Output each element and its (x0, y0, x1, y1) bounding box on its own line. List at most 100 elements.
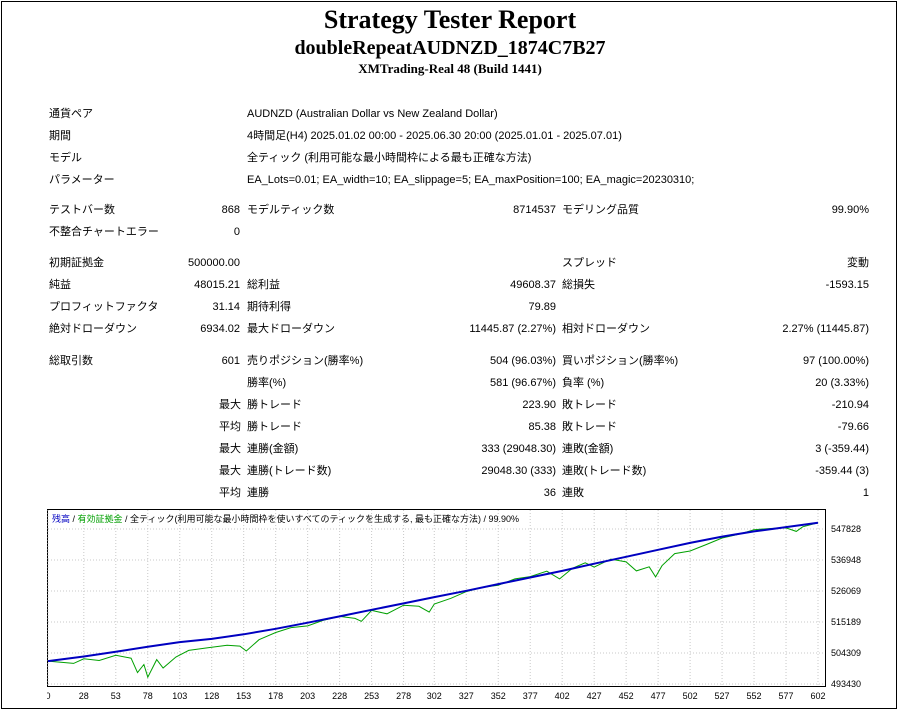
legend-balance: 残高 (52, 514, 71, 524)
spread-value: 変動 (847, 257, 869, 269)
y-tick-label: 536948 (831, 555, 861, 565)
largest-loss-label: 敗トレード (562, 399, 617, 411)
period-label: 期間 (49, 130, 71, 142)
y-tick-label: 493430 (831, 679, 861, 689)
x-tick-label: 552 (747, 691, 762, 701)
profit-factor-label: プロフィットファクタ (49, 301, 159, 313)
x-tick-label: 28 (79, 691, 89, 701)
max-consec-wins-money-value: 333 (29048.30) (481, 443, 556, 455)
x-tick-label: 502 (683, 691, 698, 701)
symbol-label: 通貨ペア (49, 108, 93, 120)
expected-payoff-label: 期待利得 (247, 301, 291, 313)
equity-line (47, 522, 819, 679)
win-rate-value: 581 (96.67%) (489, 377, 556, 389)
average-prefix: 平均 (219, 421, 241, 433)
x-tick-label: 0 (47, 691, 51, 701)
x-tick-label: 352 (491, 691, 506, 701)
avg-consec-losses-value: 1 (862, 487, 869, 499)
chart-legend: 残高 / 有効証拠金 / 全ティック(利用可能な最小時間枠を使いすべてのティック… (52, 512, 519, 525)
server-name: XMTrading-Real 48 (Build 1441) (358, 61, 542, 76)
total-trades-value: 601 (221, 355, 240, 367)
y-tick-label: 504309 (831, 648, 861, 658)
test-bars-value: 868 (221, 204, 240, 216)
model-value: 全ティック (利用可能な最小時間枠による最も正確な方法) (247, 152, 532, 164)
x-tick-label: 278 (396, 691, 411, 701)
legend-sep: / (70, 514, 78, 524)
long-positions-value: 97 (100.00%) (802, 355, 869, 367)
initial-deposit-value: 500000.00 (188, 257, 240, 269)
x-tick-label: 427 (587, 691, 602, 701)
balance-chart: 0 28 53 78 103 128 153 178 203 228 253 278 302 327 352… (47, 509, 861, 701)
net-profit-value: 48015.21 (194, 279, 240, 291)
y-axis: 547828 536948 526069 515189 504309 493430 (831, 524, 861, 689)
ea-name: doubleRepeatAUDNZD_1874C7B27 (294, 37, 606, 59)
plot-area (47, 509, 826, 687)
parameters-value: EA_Lots=0.01; EA_width=10; EA_slippage=5… (247, 174, 695, 186)
balance-line (47, 521, 819, 663)
x-tick-label: 228 (332, 691, 347, 701)
loss-rate-label: 負率 (%) (562, 377, 605, 389)
model-quality-label: モデリング品質 (562, 204, 639, 216)
x-tick-label: 477 (651, 691, 666, 701)
report-title: Strategy Tester Report (323, 5, 577, 34)
model-quality-value: 99.90% (831, 204, 869, 216)
profit-factor-value: 31.14 (212, 301, 240, 313)
max-consec-losses-money-value: 3 (-359.44) (815, 443, 869, 455)
mismatch-errors-label: 不整合チャートエラー (49, 226, 159, 238)
x-tick-label: 452 (619, 691, 634, 701)
largest-win-value: 223.90 (522, 399, 556, 411)
mismatch-errors-value: 0 (233, 226, 240, 238)
max-consec-wins-money-label: 連勝(金額) (247, 443, 299, 455)
avg-loss-label: 敗トレード (562, 421, 617, 433)
win-rate-label: 勝率(%) (247, 377, 287, 389)
avg-consec-losses-label: 連敗 (562, 487, 584, 499)
x-tick-label: 103 (172, 691, 187, 701)
gross-profit-label: 総利益 (247, 279, 280, 291)
largest-loss-value: -210.94 (831, 399, 869, 411)
y-tick-label: 526069 (831, 586, 861, 596)
max-consec-wins-trades-label: 連勝(トレード数) (247, 465, 332, 477)
x-tick-label: 577 (779, 691, 794, 701)
abs-drawdown-value: 6934.02 (200, 323, 240, 335)
max-consec-losses-trades-label: 連敗(トレード数) (562, 465, 647, 477)
series-lines (47, 521, 819, 679)
x-tick-label: 527 (715, 691, 730, 701)
x-tick-label: 203 (300, 691, 315, 701)
avg-win-value: 85.38 (528, 421, 556, 433)
max-drawdown-value: 11445.87 (2.27%) (469, 323, 556, 335)
largest-win-label: 勝トレード (247, 399, 302, 411)
max-consec-wins-trades-value: 29048.30 (333) (481, 465, 556, 477)
x-tick-label: 53 (111, 691, 121, 701)
max-consec-losses-trades-value: -359.44 (3) (815, 465, 869, 477)
max-consec-money-prefix: 最大 (219, 443, 241, 455)
max-consec-trades-prefix: 最大 (219, 465, 241, 477)
avg-consec-prefix: 平均 (219, 487, 241, 499)
max-consec-losses-money-label: 連敗(金額) (562, 443, 614, 455)
long-positions-label: 買いポジション(勝率%) (562, 355, 679, 367)
gross-profit-value: 49608.37 (510, 279, 556, 291)
y-tick-label: 515189 (831, 617, 861, 627)
x-tick-label: 253 (364, 691, 379, 701)
x-axis: 0 28 53 78 103 128 153 178 203 228 253 278 302 327 352… (47, 691, 826, 701)
parameters-label: パラメーター (49, 174, 115, 186)
symbol-value: AUDNZD (Australian Dollar vs New Zealand… (247, 108, 498, 120)
net-profit-label: 純益 (49, 279, 71, 291)
rel-drawdown-value: 2.27% (11445.87) (782, 323, 869, 335)
short-positions-value: 504 (96.03%) (489, 355, 556, 367)
legend-description: / 全ティック(利用可能な最小時間枠を使いすべてのティックを生成する, 最も正確… (122, 514, 520, 524)
legend-equity: 有効証拠金 (77, 514, 123, 524)
y-tick-label: 547828 (831, 524, 861, 534)
model-ticks-value: 8714537 (513, 204, 556, 216)
period-value: 4時間足(H4) 2025.01.02 00:00 - 2025.06.30 2… (247, 130, 622, 142)
x-tick-label: 153 (236, 691, 251, 701)
rel-drawdown-label: 相対ドローダウン (562, 323, 650, 335)
x-tick-label: 377 (523, 691, 538, 701)
x-tick-label: 78 (143, 691, 153, 701)
x-tick-label: 128 (204, 691, 219, 701)
gross-loss-value: -1593.15 (825, 279, 869, 291)
gross-loss-label: 総損失 (562, 279, 595, 291)
avg-win-label: 勝トレード (247, 421, 302, 433)
x-tick-label: 178 (268, 691, 283, 701)
abs-drawdown-label: 絶対ドローダウン (49, 323, 137, 335)
